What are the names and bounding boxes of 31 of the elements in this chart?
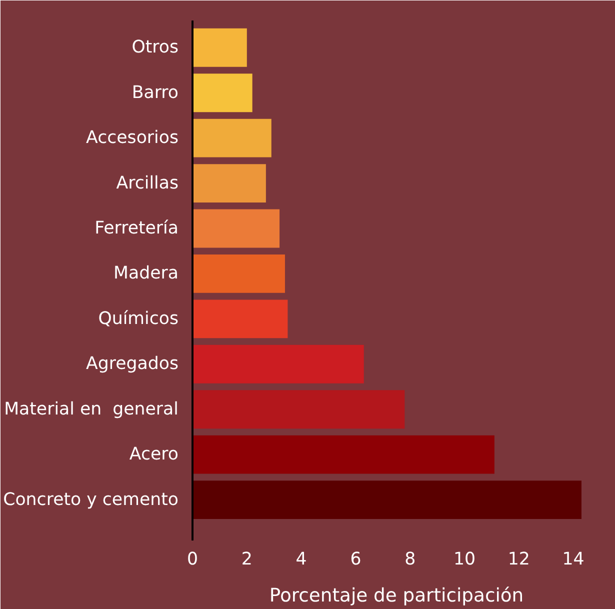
y-tick-label: Arcillas [116,173,179,194]
bar [192,480,582,520]
x-tick-label: 2 [241,550,252,570]
y-tick-label: Madera [114,264,179,284]
y-tick-label: Otros [132,38,179,58]
bar [192,74,252,112]
x-tick-label: 12 [508,550,530,570]
y-tick-label: Ferretería [94,218,179,238]
bar [192,344,364,384]
x-tick-label: 6 [350,550,362,570]
x-tick-label: 4 [296,550,307,570]
y-tick-label: Concreto y cemento [3,490,179,510]
y-tick-label: Acero [129,444,179,465]
bar [192,435,494,474]
y-tick-label: Accesorios [86,128,179,148]
y-tick-label: Material en general [4,399,179,420]
bar [192,28,247,67]
x-tick-label: 8 [404,550,416,570]
bar [192,118,272,158]
x-tick-label: 14 [562,550,584,570]
x-axis-title: Porcentaje de participación [269,586,524,606]
x-tick-label: 10 [453,550,476,570]
bar [192,209,280,248]
x-tick-label: 0 [186,550,198,570]
bar [192,300,288,338]
y-tick-label: Barro [132,82,178,103]
bar [192,390,405,429]
bar [192,254,285,293]
y-tick-label: Agregados [86,354,179,374]
bar [192,164,266,202]
y-tick-label: Químicos [98,308,179,329]
